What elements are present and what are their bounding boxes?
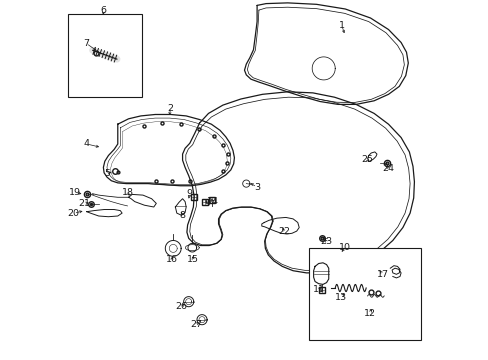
Text: 14: 14 [206, 197, 218, 206]
Text: 16: 16 [165, 256, 178, 264]
Text: 13: 13 [334, 292, 346, 302]
Text: 19: 19 [69, 188, 81, 197]
Bar [68, 14, 142, 97]
Text: 15: 15 [187, 256, 199, 264]
Text: 4: 4 [83, 139, 90, 148]
Text: 5: 5 [104, 169, 110, 178]
Text: 23: 23 [320, 238, 332, 246]
Text: 9: 9 [204, 199, 210, 208]
Bar [309, 248, 420, 340]
Text: 10: 10 [338, 243, 350, 252]
Text: 20: 20 [67, 209, 80, 217]
Text: 7: 7 [83, 39, 89, 48]
Text: 11: 11 [312, 285, 324, 294]
Text: 6: 6 [100, 5, 106, 14]
Text: 22: 22 [278, 227, 289, 236]
Text: 9: 9 [186, 189, 192, 198]
Text: 12: 12 [363, 309, 375, 318]
Text: 17: 17 [376, 270, 388, 279]
Text: 27: 27 [189, 320, 202, 329]
Text: 2: 2 [167, 104, 173, 112]
Text: 3: 3 [254, 183, 260, 192]
Text: 1: 1 [338, 21, 344, 30]
Text: 18: 18 [121, 188, 133, 197]
Text: 25: 25 [360, 154, 372, 163]
Text: 26: 26 [175, 302, 187, 311]
Text: 21: 21 [78, 199, 90, 208]
Text: 24: 24 [382, 164, 394, 173]
Text: 8: 8 [179, 211, 185, 220]
